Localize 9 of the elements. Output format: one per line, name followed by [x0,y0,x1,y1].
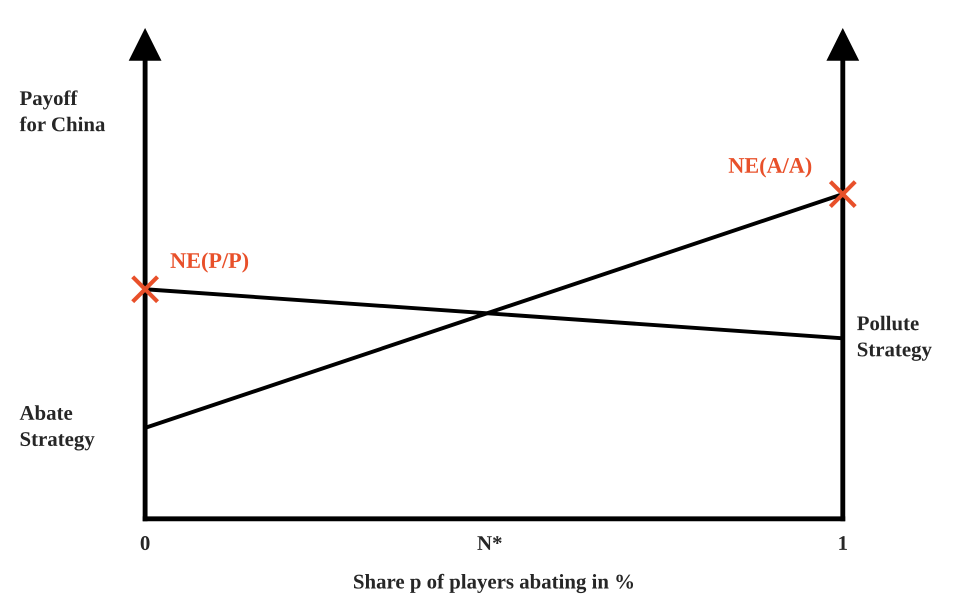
series-label: Pollute Strategy [857,316,932,361]
x-tick-label: 0 [140,536,150,550]
x-axis-title: Share p of players abating in % [354,574,634,594]
annotation: NE(A/A) [728,157,812,178]
x-tick-label: 1 [839,536,847,550]
x-tick-label: N* [477,536,502,550]
annotation: NE(P/P) [170,252,248,273]
text: Abate Strategy [20,405,95,450]
y-axis-title: Payoff for China [20,90,106,132]
